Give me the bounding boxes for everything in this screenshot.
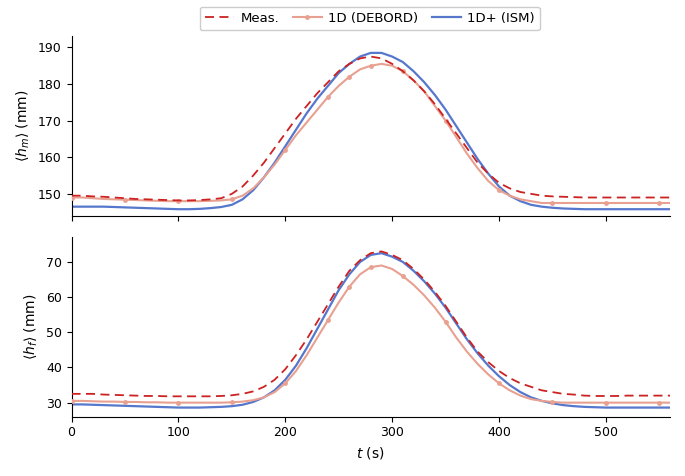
Legend: Meas., 1D (DEBORD), 1D+ (ISM): Meas., 1D (DEBORD), 1D+ (ISM)	[200, 7, 540, 30]
Y-axis label: $\langle h_f \rangle$ (mm): $\langle h_f \rangle$ (mm)	[23, 294, 40, 360]
Y-axis label: $\langle h_m \rangle$ (mm): $\langle h_m \rangle$ (mm)	[15, 90, 32, 162]
X-axis label: $t$ (s): $t$ (s)	[356, 445, 385, 461]
